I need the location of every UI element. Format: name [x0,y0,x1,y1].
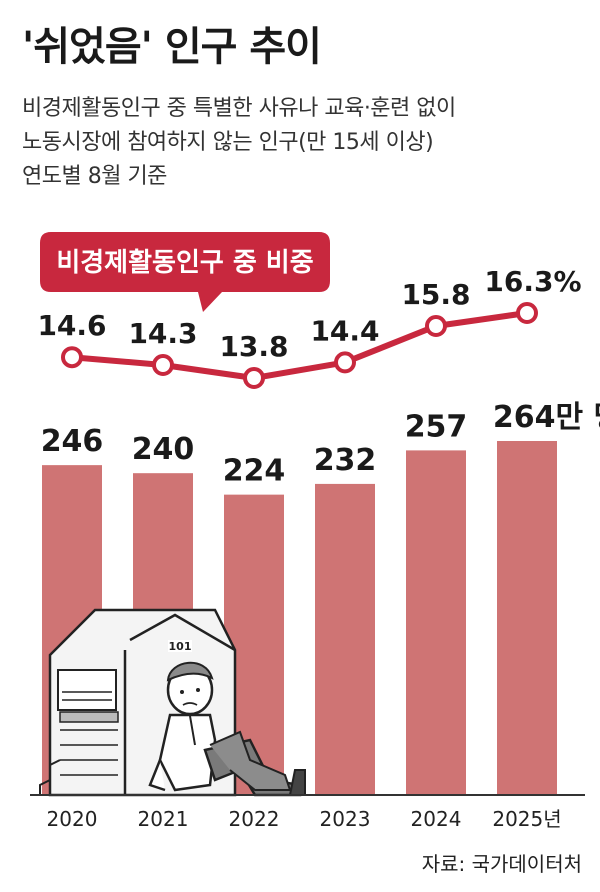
category-label-5: 2025년 [492,807,561,831]
share-line [71,310,528,381]
category-label-1: 2021 [138,807,189,831]
category-label-3: 2023 [320,807,371,831]
share-point-2 [243,367,265,389]
bar-value-label-4: 257 [405,409,468,444]
subtitle-line-2: 노동시장에 참여하지 않는 인구(만 15세 이상) [22,130,434,155]
share-value-label-3: 14.4 [310,314,379,347]
category-label-2: 2022 [229,807,280,831]
subtitle-line-1: 비경제활동인구 중 특별한 사유나 교육·훈련 없이 [22,96,456,121]
line-layer [61,302,538,389]
bar-value-label-3: 232 [314,443,377,478]
share-value-label-2: 13.8 [219,330,288,363]
bar-5 [497,441,557,795]
source-note: 자료: 국가데이터처 [421,852,582,876]
bar-value-label-2: 224 [223,454,286,489]
share-point-1 [152,354,174,376]
category-label-0: 2020 [47,807,98,831]
bar-value-label-5: 264만 명 [493,400,600,435]
share-value-label-1: 14.3 [128,317,197,350]
share-point-4 [425,315,447,337]
share-value-label-4: 15.8 [401,278,470,311]
subtitle-line-3: 연도별 8월 기준 [22,164,167,189]
share-point-0 [61,346,83,369]
category-label-4: 2024 [411,807,462,831]
share-point-3 [334,351,356,374]
bar-value-label-0: 246 [41,424,104,459]
share-point-5 [516,302,538,324]
door-number: 101 [169,640,192,653]
bar-3 [315,483,375,795]
bar-value-label-1: 240 [132,432,195,467]
labels-layer: 246 2020 240 2021 224 2022 232 2023 257 2024 264만 … [37,265,600,831]
share-value-label-0: 14.6 [37,309,106,342]
share-value-label-5: 16.3% [484,265,581,298]
page-title: '쉬었음' 인구 추이 [22,24,322,70]
sitting-person-house-icon: 101 [39,608,306,797]
legend-label: 비경제활동인구 중 비중 [56,248,313,278]
bar-4 [406,450,466,795]
legend-bubble: 비경제활동인구 중 비중 [40,232,330,312]
